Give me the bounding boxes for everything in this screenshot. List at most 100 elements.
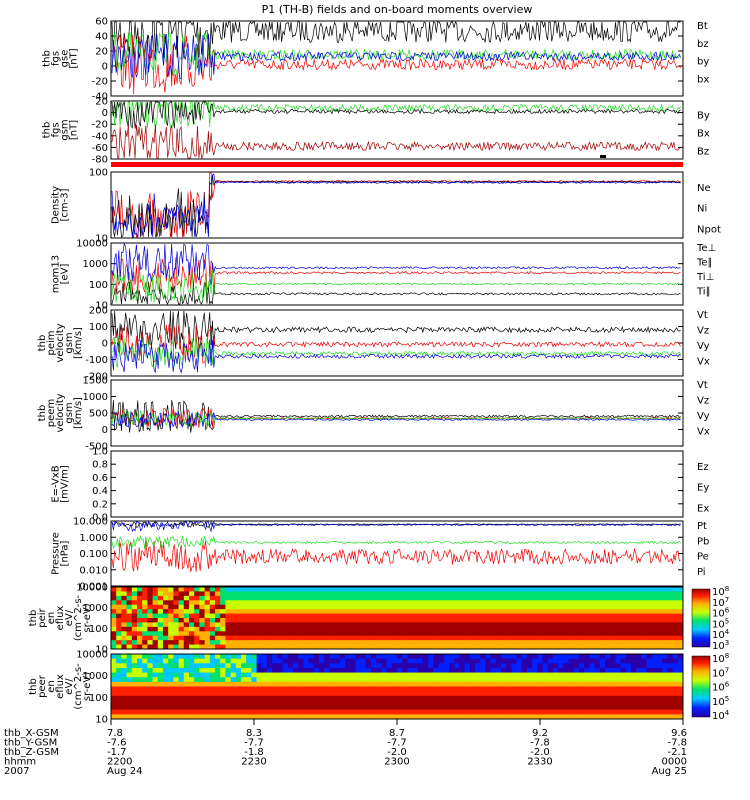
y-axis-label-line: peer — [37, 674, 48, 698]
heatmap-cell — [324, 595, 330, 601]
heatmap-cell — [620, 658, 627, 664]
heatmap-cell — [584, 658, 590, 664]
heatmap-cell — [553, 631, 559, 637]
heatmap-cell — [537, 654, 544, 660]
heatmap-cell — [261, 626, 268, 632]
heatmap-cell — [636, 640, 642, 646]
heatmap-cell — [443, 640, 450, 646]
heatmap-cell — [417, 686, 424, 692]
heatmap-cell — [329, 626, 336, 632]
heatmap-cell — [553, 604, 559, 610]
heatmap-cell — [641, 609, 648, 615]
heatmap-cell — [423, 691, 429, 697]
heatmap-cell — [667, 677, 674, 683]
heatmap-cell — [615, 663, 622, 669]
heatmap-cell — [324, 705, 330, 711]
heatmap-cell — [532, 695, 538, 701]
heatmap-cell — [241, 686, 247, 692]
heatmap-cell — [121, 613, 128, 619]
heatmap-cell — [568, 631, 575, 637]
heatmap-cell — [547, 667, 554, 674]
heatmap-cell — [230, 654, 237, 660]
heatmap-cell — [287, 622, 294, 628]
heatmap-cell — [469, 587, 476, 592]
heatmap-cell — [251, 654, 258, 660]
heatmap-cell — [490, 695, 497, 701]
heatmap-cell — [126, 709, 133, 715]
heatmap-cell — [605, 695, 611, 701]
heatmap-cell — [490, 705, 497, 711]
heatmap-cell — [371, 622, 377, 628]
heatmap-cell — [521, 658, 528, 664]
heatmap-cell — [480, 654, 486, 660]
heatmap-cell — [339, 677, 346, 683]
heatmap-cell — [261, 654, 268, 660]
heatmap-cell — [402, 691, 408, 697]
heatmap-cell — [391, 705, 398, 711]
heatmap-cell — [636, 644, 642, 650]
heatmap-cell — [126, 667, 133, 674]
series-line — [111, 174, 681, 238]
heatmap-cell — [433, 644, 440, 650]
heatmap-cell — [230, 622, 237, 628]
heatmap-cell — [272, 654, 278, 660]
heatmap-cell — [360, 587, 367, 592]
heatmap-cell — [501, 635, 507, 641]
heatmap-cell — [594, 591, 601, 597]
y-tick-label: 0 — [102, 339, 108, 350]
y-axis-label: Density[cm-3] — [51, 186, 71, 224]
heatmap-cell — [204, 705, 211, 711]
heatmap-cell — [391, 604, 398, 610]
heatmap-cell — [501, 663, 507, 669]
heatmap-cell — [454, 591, 460, 597]
heatmap-cell — [334, 618, 341, 623]
heatmap-cell — [183, 672, 190, 678]
heatmap-cell — [329, 644, 336, 650]
heatmap-cell — [329, 686, 336, 692]
heatmap-cell — [173, 635, 180, 641]
series-line — [111, 257, 681, 295]
heatmap-cell — [449, 667, 455, 674]
heatmap-cell — [636, 714, 642, 720]
heatmap-cell — [142, 618, 148, 623]
heatmap-cell — [433, 618, 440, 623]
heatmap-cell — [293, 663, 299, 669]
heatmap-cell — [215, 705, 221, 711]
heatmap-cell — [365, 709, 372, 715]
heatmap-cell — [480, 705, 486, 711]
heatmap-cell — [631, 705, 637, 711]
heatmap-cell — [480, 622, 486, 628]
heatmap-cell — [303, 613, 310, 619]
heatmap-cell — [407, 613, 414, 619]
heatmap-cell — [558, 686, 564, 692]
heatmap-cell — [454, 700, 460, 706]
heatmap-cell — [355, 695, 362, 701]
heatmap-cell — [256, 644, 263, 650]
heatmap-cell — [137, 695, 143, 701]
y-tick-label: 10 — [95, 715, 108, 726]
heatmap-cell — [662, 658, 668, 664]
heatmap-cell — [261, 631, 268, 637]
y-tick-label: 40 — [95, 32, 108, 43]
heatmap-cell — [553, 595, 559, 601]
heatmap-cell — [667, 672, 674, 678]
heatmap-cell — [365, 609, 372, 615]
panel-frame — [110, 20, 684, 97]
heatmap-cell — [417, 667, 424, 674]
heatmap-cell — [287, 691, 294, 697]
heatmap-cell — [672, 622, 679, 628]
heatmap-cell — [152, 663, 159, 669]
heatmap-cell — [345, 714, 351, 720]
heatmap-cell — [485, 600, 492, 606]
heatmap-cell — [360, 631, 367, 637]
heatmap-cell — [397, 600, 403, 606]
heatmap-cell — [423, 681, 429, 687]
heatmap-cell — [282, 667, 289, 674]
heatmap-cell — [599, 640, 606, 646]
heatmap-cell — [183, 604, 190, 610]
heatmap-cell — [480, 709, 486, 715]
heatmap-cell — [646, 667, 653, 674]
heatmap-cell — [324, 635, 330, 641]
y-tick-label: 0.010 — [79, 565, 108, 576]
heatmap-cell — [261, 681, 268, 687]
